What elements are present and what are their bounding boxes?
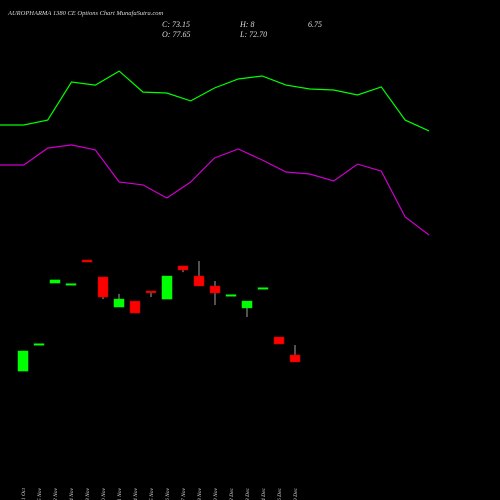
x-tick-label: 04 Dec <box>260 487 267 500</box>
x-tick-label: 21 Nov <box>117 487 123 500</box>
candle-body <box>33 343 45 346</box>
candle-body <box>225 294 237 297</box>
header-high: H: 8 <box>239 20 254 29</box>
x-tick-label: 02 Dec <box>229 487 235 500</box>
x-tick-label: 27 Nov <box>181 487 187 500</box>
candle-body <box>65 283 77 286</box>
header-low: L: 72.70 <box>239 30 267 39</box>
candle-body <box>273 336 285 345</box>
indicator-line <box>0 70 430 132</box>
indicator-line <box>0 144 430 236</box>
x-tick-label: 21 Oct <box>21 488 27 500</box>
candle-body <box>113 298 125 308</box>
header-change: 6.75 <box>308 20 322 29</box>
x-tick-label: 14 Nov <box>68 487 75 500</box>
candle-body <box>257 287 269 290</box>
header-close: C: 73.15 <box>162 20 190 29</box>
x-tick-label: 03 Dec <box>245 487 251 500</box>
chart-title: AUROPHARMA 1380 CE Options Chart MunafaS… <box>7 10 163 17</box>
x-tick-label: 18 Nov <box>85 487 91 500</box>
candle-body <box>177 265 189 271</box>
candle-body <box>129 300 141 314</box>
x-tick-label: 26 Nov <box>165 487 171 500</box>
x-tick-label: 05 Nov <box>37 487 43 500</box>
x-tick-label: 29 Nov <box>213 487 219 500</box>
candle-body <box>193 275 205 287</box>
header-open: O: 77.65 <box>162 30 190 39</box>
candle-body <box>289 354 301 363</box>
x-tick-label: 20 Nov <box>101 487 107 500</box>
x-tick-label: 12 Nov <box>53 487 59 500</box>
candle-body <box>97 276 109 298</box>
x-tick-label: 09 Dec <box>293 487 299 500</box>
x-tick-label: 06 Dec <box>277 487 283 500</box>
candle-body <box>49 279 61 284</box>
candle-body <box>209 285 221 294</box>
candle-body <box>81 259 93 263</box>
x-tick-label: 25 Nov <box>149 487 155 500</box>
candle-body <box>17 350 29 372</box>
candle-body <box>241 300 253 309</box>
x-tick-label: 24 Nov <box>132 487 139 500</box>
x-tick-label: 28 Nov <box>197 487 203 500</box>
candle-body <box>161 275 173 300</box>
candle-body <box>145 290 157 294</box>
